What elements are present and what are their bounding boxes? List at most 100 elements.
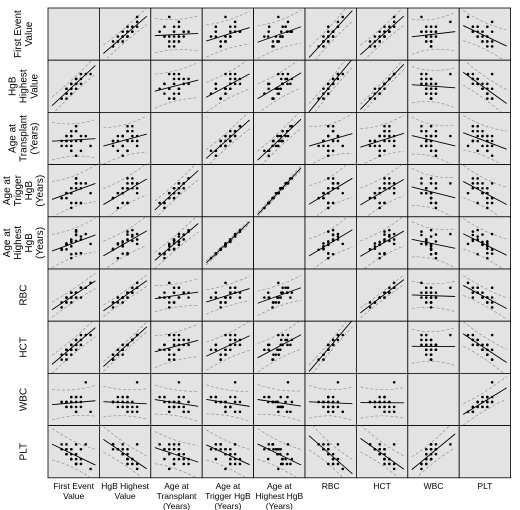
point <box>378 395 381 399</box>
point <box>131 286 134 290</box>
point <box>214 343 218 347</box>
point <box>69 301 73 304</box>
point <box>424 447 428 451</box>
point <box>163 296 166 299</box>
point <box>490 232 494 236</box>
point <box>326 256 330 260</box>
point <box>392 410 396 414</box>
band-line <box>257 459 298 478</box>
point <box>219 306 222 309</box>
point <box>74 154 78 157</box>
fit-line <box>206 398 250 407</box>
point <box>224 134 227 138</box>
point <box>471 238 475 241</box>
band-line <box>53 74 96 113</box>
panel-plot <box>154 164 199 217</box>
point <box>121 395 124 399</box>
panel <box>150 372 203 426</box>
point <box>383 134 386 138</box>
point <box>172 457 176 461</box>
point <box>424 452 428 456</box>
point <box>429 443 433 446</box>
point <box>429 301 433 304</box>
point <box>471 25 475 29</box>
point <box>177 25 181 29</box>
point <box>383 296 386 299</box>
point <box>434 30 438 33</box>
point <box>131 462 134 466</box>
point <box>476 149 479 153</box>
point <box>135 405 139 409</box>
band-line <box>365 195 404 217</box>
point <box>471 230 475 233</box>
point <box>224 296 227 299</box>
point <box>79 296 83 299</box>
point <box>471 72 475 76</box>
x-label: HgB Highest <box>101 481 149 491</box>
point <box>267 447 271 451</box>
point <box>116 243 120 246</box>
band-line <box>315 196 353 217</box>
point <box>322 35 325 38</box>
point <box>341 15 345 19</box>
panel <box>253 320 306 374</box>
fit-line <box>51 234 96 252</box>
point <box>229 395 232 399</box>
point <box>74 182 78 185</box>
point <box>322 40 325 43</box>
point <box>272 353 275 356</box>
point <box>486 348 489 352</box>
point <box>214 291 218 294</box>
panel <box>47 164 100 218</box>
point <box>126 395 129 399</box>
point <box>336 381 340 384</box>
point <box>65 191 68 195</box>
point <box>177 20 181 24</box>
point <box>135 381 139 384</box>
point <box>187 400 190 404</box>
point <box>69 252 73 256</box>
point <box>388 457 391 461</box>
point <box>373 87 377 91</box>
point <box>229 343 232 347</box>
point <box>476 238 479 242</box>
point <box>263 348 266 352</box>
point <box>69 191 73 195</box>
point <box>79 343 83 347</box>
x-label: First Event <box>53 481 94 491</box>
point <box>163 343 166 347</box>
point <box>121 447 124 451</box>
point <box>424 333 428 337</box>
panel <box>201 59 254 113</box>
point <box>182 77 186 81</box>
point <box>322 400 325 404</box>
panel <box>47 320 100 374</box>
point <box>276 348 280 352</box>
point <box>322 87 325 91</box>
fit-line <box>411 135 456 147</box>
point <box>214 296 218 299</box>
point <box>383 233 386 236</box>
point <box>229 129 232 133</box>
point <box>74 124 78 128</box>
point <box>121 443 124 446</box>
point <box>326 405 330 409</box>
panel-plot <box>257 165 302 217</box>
point <box>172 462 176 466</box>
panel <box>201 372 254 426</box>
point <box>60 306 63 309</box>
point <box>69 92 73 95</box>
point <box>267 201 271 205</box>
point <box>331 186 335 190</box>
point <box>388 186 391 190</box>
point <box>65 92 68 95</box>
point <box>224 410 227 414</box>
point <box>111 353 115 356</box>
point <box>424 353 428 356</box>
point <box>219 400 222 404</box>
point <box>326 144 330 148</box>
point <box>135 139 139 143</box>
band-line <box>51 428 96 450</box>
point <box>388 400 391 404</box>
point <box>111 196 115 200</box>
